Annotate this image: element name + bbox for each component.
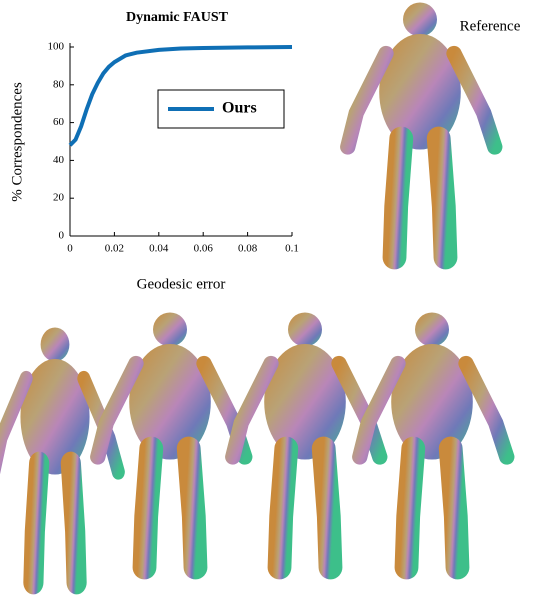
y-tick-label: 100 — [48, 41, 65, 53]
figure: Reference Dynamic FAUST Geodesic error %… — [0, 0, 553, 604]
x-tick-label: 0.08 — [238, 243, 258, 255]
x-tick-label: 0.06 — [194, 243, 214, 255]
x-tick-label: 0.02 — [105, 243, 124, 255]
y-tick-label: 40 — [53, 154, 65, 166]
y-tick-label: 60 — [53, 116, 65, 128]
reference-mesh — [348, 2, 495, 257]
y-tick-label: 80 — [53, 78, 65, 90]
y-tick-label: 20 — [53, 192, 65, 204]
x-tick-label: 0.1 — [285, 243, 299, 255]
x-axis-label: Geodesic error — [137, 276, 226, 292]
x-tick-label: 0 — [67, 243, 73, 255]
reference-label: Reference — [460, 18, 521, 34]
y-axis-label: % Correspondences — [9, 82, 25, 202]
legend-label: Ours — [222, 100, 257, 117]
x-tick-label: 0.04 — [149, 243, 169, 255]
mesh — [98, 313, 245, 568]
chart-title: Dynamic FAUST — [126, 10, 229, 25]
y-tick-label: 0 — [59, 230, 65, 242]
